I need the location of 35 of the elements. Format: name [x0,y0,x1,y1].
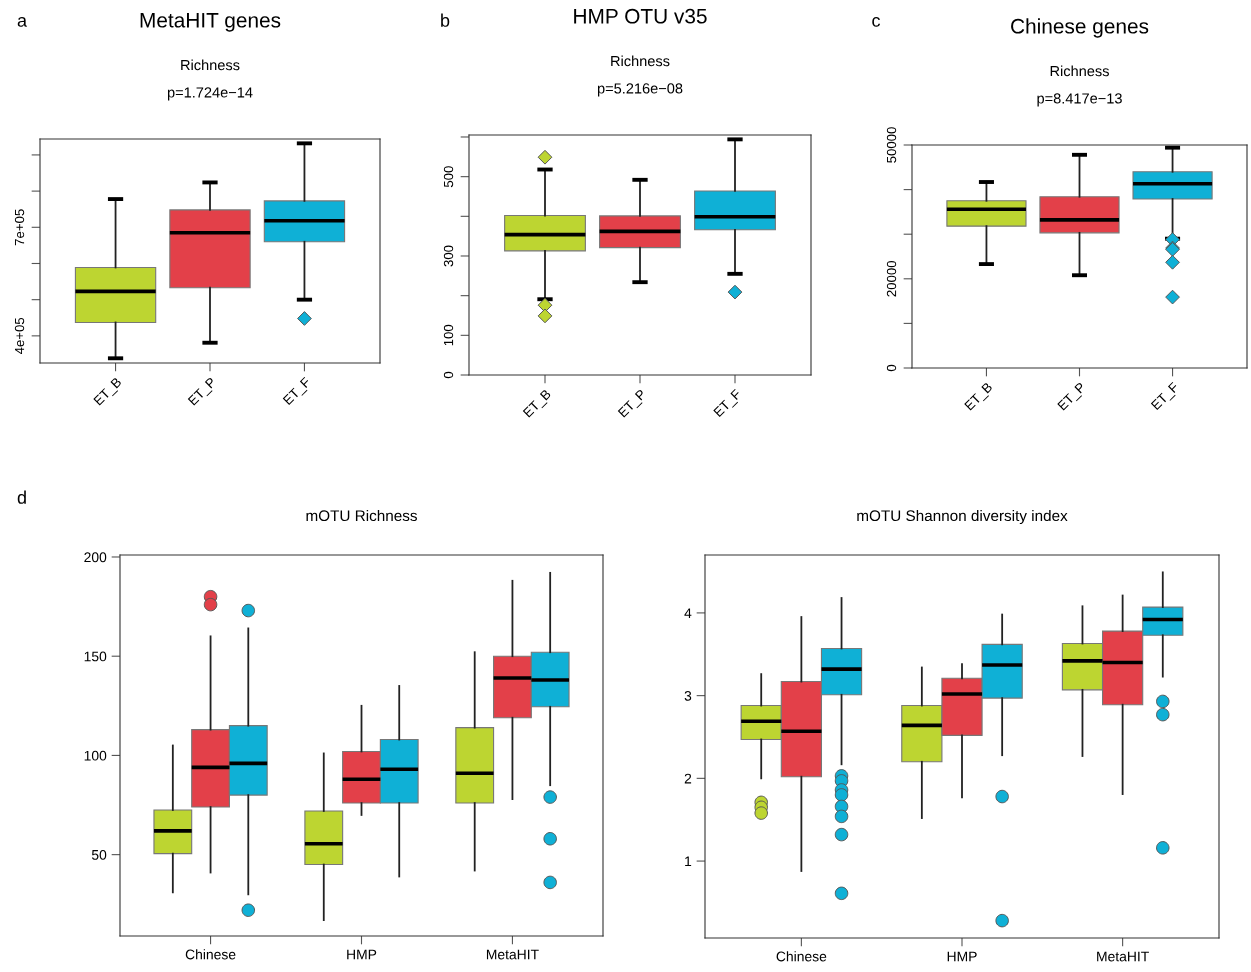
chart-subtitle: Richness p=5.216e−08 [597,55,683,97]
x-tick-label: Chinese [776,951,827,962]
y-tick-label: 2 [684,773,692,784]
y-tick-label: 100 [84,750,107,761]
chart-title: mOTU Shannon diversity index [857,509,1068,525]
y-tick-label: 1 [685,856,692,867]
x-tick-label: MetaHIT [486,949,539,960]
y-tick-label: 500 [443,166,454,188]
y-tick-label: 3 [684,690,692,701]
x-tick-label: HMP [947,951,977,962]
text: d [17,490,26,504]
y-tick-label: 4e+05 [14,317,25,355]
y-tick-label: 7e+05 [14,209,25,246]
y-tick-label: 0 [443,371,454,379]
text: b [441,13,450,27]
x-tick-label: HMP [347,949,377,960]
y-tick-label: 100 [443,324,454,346]
y-tick-label: 300 [443,245,454,267]
y-tick-label: 50 [91,849,107,860]
chart-subtitle: Richness p=8.417e−13 [1037,65,1122,107]
y-tick-label: 4 [684,608,692,618]
x-tick-label: Chinese [185,949,236,960]
text: c [872,16,881,27]
y-tick-label: 200 [84,552,107,563]
x-tick-label: MetaHIT [1097,951,1149,962]
chart-subtitle: Richness p=1.724e−14 [167,59,253,101]
chart-title: Chinese genes [1011,18,1149,38]
y-tick-label: 50000 [886,127,897,163]
chart-title: mOTU Richness [306,509,417,522]
y-tick-label: 150 [84,651,107,662]
chart-title: MetaHIT genes [140,13,281,32]
y-tick-label: 20000 [886,260,897,297]
y-tick-label: 0 [886,364,897,372]
chart-title: HMP OTU v35 [574,8,707,24]
text: a [17,16,28,27]
